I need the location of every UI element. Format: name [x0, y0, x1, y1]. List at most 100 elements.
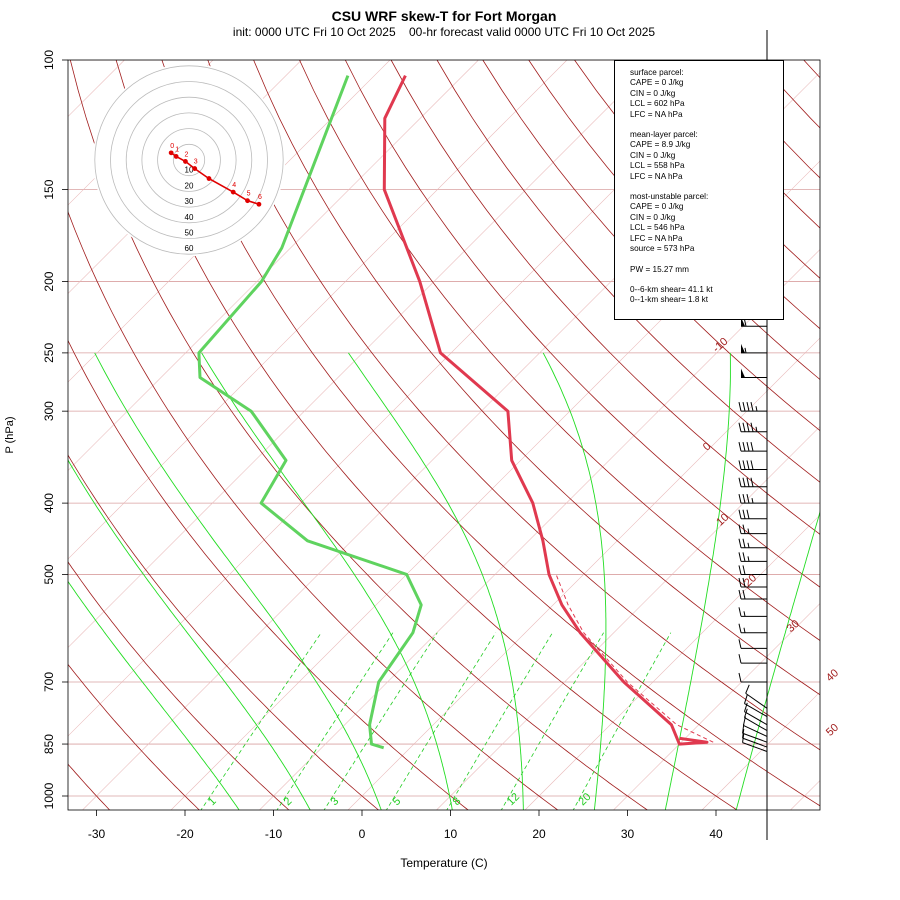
y-axis-title: P (hPa): [4, 416, 16, 453]
hodograph-point-label: 4: [232, 182, 236, 189]
surface-parcel-line: LCL = 602 hPa: [630, 99, 685, 109]
moist-adiabat: [94, 352, 382, 810]
hodograph-ring-label: 40: [185, 213, 194, 222]
most-unstable-parcel-line: LCL = 546 hPa: [630, 223, 685, 233]
wind-barb: [738, 402, 767, 412]
mixing-ratio-line: [200, 632, 322, 810]
most-unstable-parcel-line: most-unstable parcel:: [630, 192, 709, 202]
surface-parcel-line: LFC = NA hPa: [630, 109, 683, 119]
wind-barb: [738, 577, 767, 588]
wind-barb: [738, 552, 767, 562]
isotherm-label: 30: [785, 618, 802, 635]
x-tick-label: 0: [359, 827, 366, 841]
wind-barb: [738, 509, 767, 520]
isotherm-line: [790, 780, 820, 810]
most-unstable-parcel-line: LFC = NA hPa: [630, 233, 683, 243]
dry-adiabat: [803, 60, 820, 79]
hodograph-ring: [141, 112, 237, 208]
y-tick-label: 250: [42, 343, 56, 363]
wind-barb: [742, 724, 768, 743]
x-tick-label: 10: [444, 827, 458, 841]
chart-title: CSU WRF skew-T for Fort Morgan: [331, 8, 557, 24]
mixing-ratio-line: [446, 632, 553, 810]
dry-adiabat: [161, 60, 820, 807]
wind-barb: [738, 460, 767, 470]
dry-adiabat: [68, 663, 200, 810]
y-tick-label: 150: [42, 179, 56, 199]
mixing-ratio-label: 3: [329, 795, 342, 808]
dry-adiabat: [68, 339, 469, 810]
mixing-ratio-line: [500, 632, 604, 810]
moist-adiabat: [664, 352, 731, 810]
mixing-ratio-label: 8: [451, 795, 464, 808]
wind-barb: [744, 708, 768, 732]
x-tick-label: 20: [532, 827, 546, 841]
hodograph-point: [192, 166, 198, 171]
wind-barb: [744, 694, 768, 718]
dry-adiabat: [68, 210, 559, 810]
dry-adiabat: [390, 60, 820, 535]
shear-0-6km: 0--6-km shear= 41.1 kt: [630, 284, 713, 294]
hodograph-point: [183, 159, 188, 164]
surface-parcel-line: CIN = 0 J/kg: [630, 88, 676, 98]
dry-adiabat: [115, 60, 738, 810]
most-unstable-parcel-line: source = 573 hPa: [630, 244, 695, 254]
wind-barb: [738, 565, 767, 575]
wind-barb: [738, 524, 767, 535]
wind-barb: [742, 728, 768, 748]
dry-adiabat: [68, 454, 380, 810]
moist-adiabat: [542, 352, 607, 810]
dry-adiabat: [528, 60, 820, 381]
hodograph-ring-label: 10: [185, 166, 194, 175]
moist-adiabat: [201, 352, 453, 810]
surface-parcel-block: surface parcel: CAPE = 0 J/kg CIN = 0 J/…: [630, 68, 783, 120]
y-tick-label: 500: [42, 564, 56, 584]
hodograph-ring-label: 60: [185, 244, 194, 253]
x-tick-label: -10: [265, 827, 283, 841]
isotherm-line: [613, 603, 820, 810]
hodograph-ring: [172, 143, 206, 177]
sounding-profiles: [197, 74, 714, 750]
y-tick-label: 700: [42, 672, 56, 692]
mixing-ratio-label: 12: [505, 791, 522, 808]
hodograph-point-label: 2: [184, 151, 188, 158]
isotherm-line: [68, 60, 214, 206]
dry-adiabat: [482, 60, 820, 432]
y-tick-label: 300: [42, 401, 56, 421]
dewpoint-trace: [197, 75, 423, 750]
isotherm-line: [524, 514, 820, 810]
hodograph-background: [92, 63, 286, 257]
wind-barb: [738, 589, 767, 600]
y-tick-label: 1000: [42, 782, 56, 809]
mean-layer-parcel-line: LCL = 558 hPa: [630, 161, 685, 171]
wind-barb: [738, 623, 767, 634]
parcel-info-panel: surface parcel: CAPE = 0 J/kg CIN = 0 J/…: [614, 60, 784, 320]
wind-barb: [738, 672, 767, 683]
moist-adiabat: [68, 580, 240, 810]
isotherm-line: [436, 426, 820, 810]
isotherm-label: 50: [824, 722, 841, 739]
isotherm-line: [68, 60, 568, 560]
hodograph-point: [168, 150, 174, 156]
dry-adiabat: [207, 60, 820, 751]
wind-barb: [744, 702, 768, 726]
hodograph-point: [173, 154, 179, 159]
hodograph-point-label: 5: [247, 191, 251, 198]
hodograph-point-label: 3: [194, 159, 198, 166]
hodograph-point: [245, 198, 250, 204]
wind-barb: [742, 716, 768, 737]
surface-parcel-line: surface parcel:: [630, 68, 684, 77]
wind-barb: [742, 733, 768, 752]
isotherm-line: [68, 60, 656, 648]
isotherm-line: [68, 60, 479, 471]
hodograph-point: [256, 201, 262, 207]
x-tick-label: -20: [176, 827, 194, 841]
y-tick-label: 200: [42, 271, 56, 291]
x-tick-label: -30: [88, 827, 106, 841]
wind-barb: [745, 684, 768, 709]
mean-layer-parcel-block: mean-layer parcel: CAPE = 8.9 J/kg CIN =…: [630, 130, 783, 182]
moist-adiabat: [735, 510, 820, 810]
mean-layer-parcel-line: CAPE = 8.9 J/kg: [630, 140, 691, 150]
mixing-ratio-label: 1: [206, 795, 219, 808]
